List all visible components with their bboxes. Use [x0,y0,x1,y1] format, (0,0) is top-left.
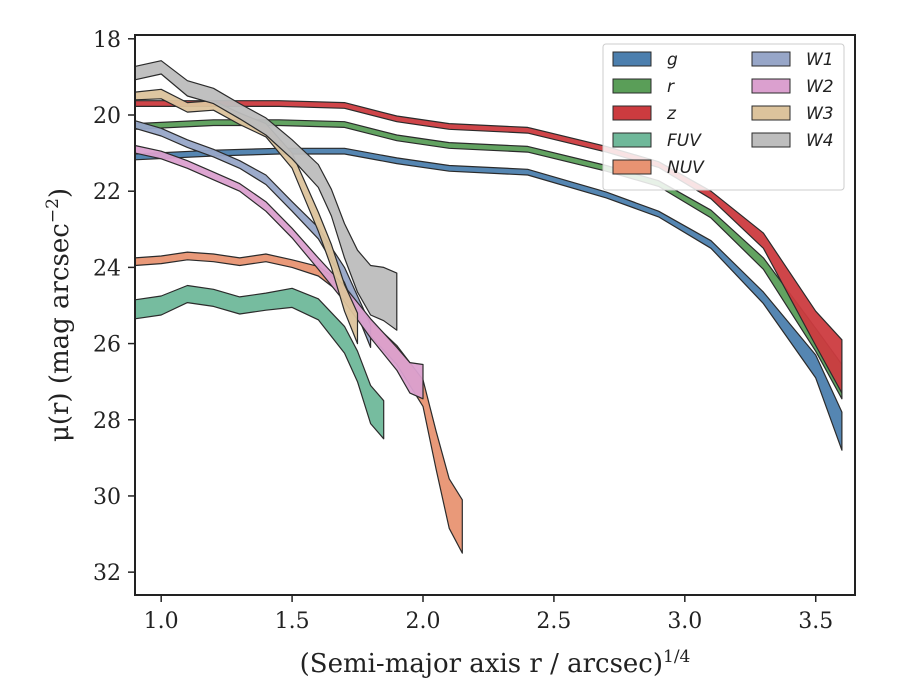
legend-swatch-nuv [612,159,652,175]
legend-label-w3: W3 [806,104,834,124]
y-tick-label: 22 [93,180,121,205]
legend-label-w1: W1 [806,50,834,70]
series-band-w2 [134,144,424,400]
x-tick-label: 1.5 [275,609,310,634]
y-tick-label: 20 [93,104,121,129]
y-tick-label: 30 [93,485,121,510]
x-tick-label: 1.0 [144,609,179,634]
y-tick-label: 32 [93,561,121,586]
legend-swatch-w1 [751,51,791,67]
legend-label-g: g [667,50,678,70]
y-tick-label: 28 [93,409,121,434]
x-axis-ticks: 1.0 1.5 2.0 2.5 3.0 3.5 [144,595,833,634]
legend-label-fuv: FUV [667,131,702,151]
series-band-fuv [134,284,385,440]
legend-label-r: r [667,77,675,97]
y-tick-label: 26 [93,333,121,358]
legend-items: grz FUV NUV W1 W2 W3 W4 [612,50,834,178]
x-tick-label: 2.5 [536,609,571,634]
series-band-z [134,100,843,394]
legend-label-w2: W2 [806,77,834,97]
y-axis-title: μ(r) (mag arcsec−2) [43,188,75,442]
legend-label-w4: W4 [806,131,834,151]
plot-frame [134,34,856,596]
x-tick-label: 3.0 [667,609,702,634]
y-tick-label: 24 [93,256,121,281]
legend-swatch-w2 [751,78,791,94]
series-band-w1 [134,120,372,348]
legend-swatch-w4 [751,132,791,148]
legend-swatch-z [612,105,652,121]
series-band-g [134,147,843,451]
series-band-nuv [134,251,463,554]
series-band-w4 [134,60,398,331]
x-axis-title: (Semi-major axis r / arcsec)1/4 [300,647,691,679]
legend-swatch-w3 [751,105,791,121]
x-tick-label: 2.0 [406,609,441,634]
y-tick-label: 18 [93,28,121,53]
legend-swatch-g [612,51,652,67]
legend-label-z: z [666,104,677,124]
legend-swatch-fuv [612,132,652,148]
legend: grz FUV NUV W1 W2 W3 W4 [602,43,845,191]
x-tick-label: 3.5 [798,609,833,634]
legend-label-nuv: NUV [667,158,705,178]
legend-swatch-r [612,78,652,94]
y-axis-ticks: 18 20 22 24 26 28 30 32 [93,28,135,586]
